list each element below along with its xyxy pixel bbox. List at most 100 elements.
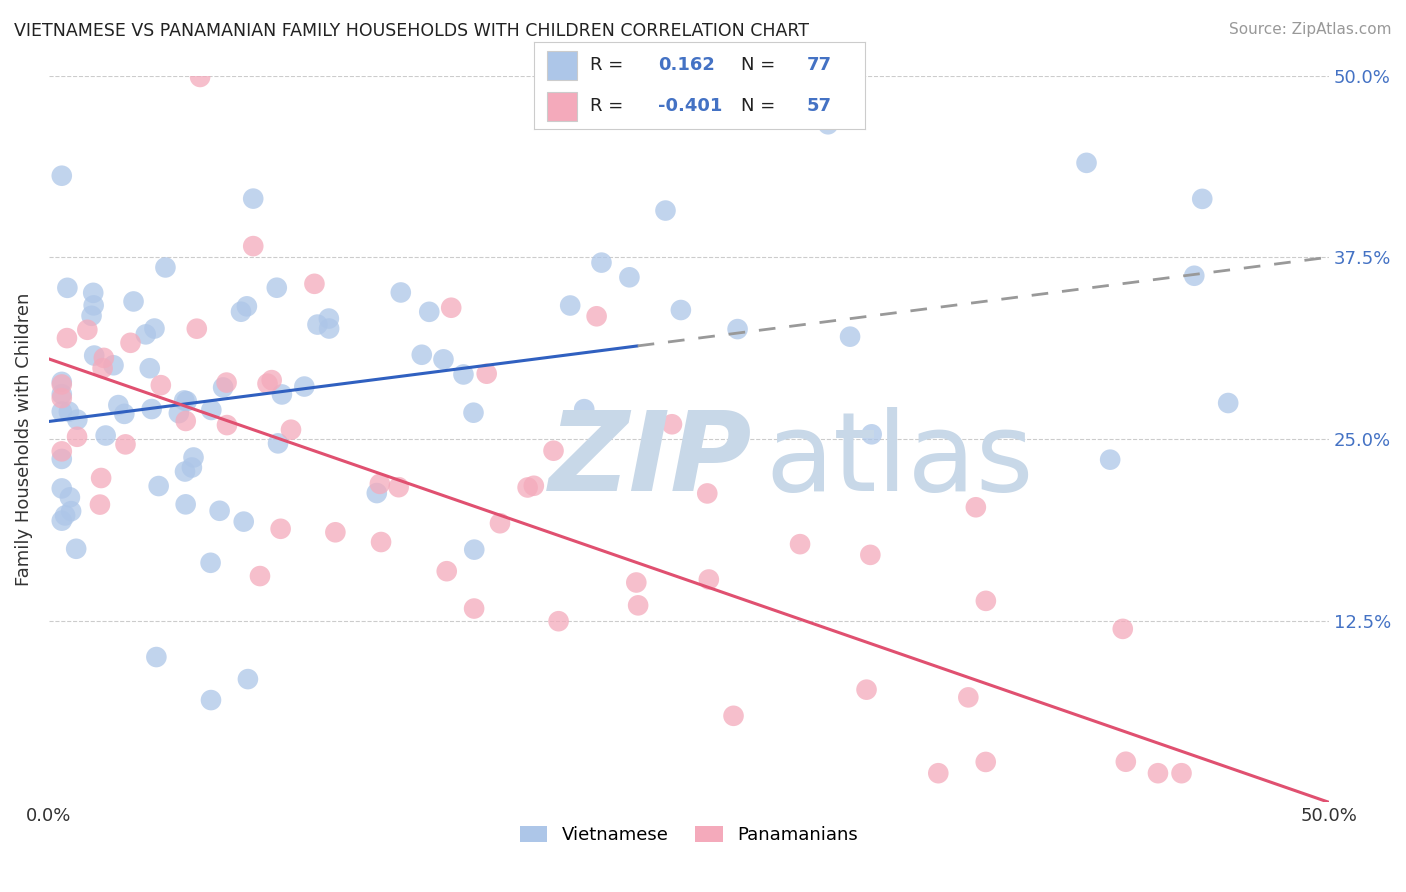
Point [120, 335, 142, 350]
Point [51, 444, 73, 458]
Point [418, 305, 440, 319]
Point [1099, 452, 1122, 467]
Point [697, 573, 720, 587]
Point [58, 405, 80, 419]
Point [370, 535, 392, 549]
Point [215, 376, 238, 390]
Text: 57: 57 [807, 97, 832, 115]
Point [368, 476, 391, 491]
Point [200, 403, 222, 417]
Point [256, 376, 278, 391]
Point [56, 331, 79, 345]
Point [83, 298, 105, 312]
Point [860, 427, 883, 442]
Point [271, 387, 294, 401]
Point [155, 260, 177, 275]
Point [51, 482, 73, 496]
Point [94, 428, 117, 442]
Point [723, 708, 745, 723]
Point [60, 504, 83, 518]
Point [1112, 622, 1135, 636]
Point [186, 321, 208, 335]
Point [51, 377, 73, 392]
Point [436, 564, 458, 578]
Point [53, 508, 76, 523]
Point [249, 569, 271, 583]
Point [51, 387, 73, 401]
Text: 0.162: 0.162 [658, 56, 716, 74]
Point [591, 255, 613, 269]
Text: R =: R = [591, 56, 630, 74]
Point [91, 361, 114, 376]
Point [122, 294, 145, 309]
Point [696, 486, 718, 500]
Point [974, 755, 997, 769]
Legend: Vietnamese, Panamanians: Vietnamese, Panamanians [520, 826, 858, 844]
Point [389, 285, 412, 300]
Point [145, 650, 167, 665]
Point [66, 430, 89, 444]
Point [432, 352, 454, 367]
Point [51, 404, 73, 418]
Point [143, 321, 166, 335]
Point [543, 443, 565, 458]
Text: atlas: atlas [766, 407, 1035, 514]
Point [135, 327, 157, 342]
Point [619, 270, 641, 285]
Point [200, 556, 222, 570]
Point [727, 322, 749, 336]
Point [65, 541, 87, 556]
Point [280, 423, 302, 437]
Point [366, 486, 388, 500]
Text: N =: N = [741, 97, 780, 115]
Point [627, 599, 650, 613]
Point [232, 515, 254, 529]
Point [208, 504, 231, 518]
Point [167, 406, 190, 420]
Point [51, 391, 73, 405]
Point [266, 281, 288, 295]
Point [475, 367, 498, 381]
Point [114, 437, 136, 451]
Point [560, 299, 582, 313]
Point [927, 766, 949, 780]
Point [292, 379, 315, 393]
Point [817, 117, 839, 131]
Point [56, 281, 79, 295]
Point [173, 393, 195, 408]
Point [174, 414, 197, 428]
Point [66, 412, 89, 426]
Point [489, 516, 512, 531]
Point [974, 594, 997, 608]
Point [661, 417, 683, 432]
Point [236, 672, 259, 686]
Point [149, 378, 172, 392]
Point [242, 192, 264, 206]
Text: R =: R = [591, 97, 630, 115]
Point [236, 299, 259, 313]
Point [523, 479, 546, 493]
Point [215, 418, 238, 433]
Point [1182, 268, 1205, 283]
Point [411, 348, 433, 362]
Y-axis label: Family Households with Children: Family Households with Children [15, 293, 32, 585]
Point [174, 465, 197, 479]
Point [318, 321, 340, 335]
Point [585, 310, 607, 324]
Point [174, 497, 197, 511]
Text: VIETNAMESE VS PANAMANIAN FAMILY HOUSEHOLDS WITH CHILDREN CORRELATION CHART: VIETNAMESE VS PANAMANIAN FAMILY HOUSEHOL… [14, 22, 808, 40]
Point [855, 682, 877, 697]
Point [304, 277, 326, 291]
Point [107, 398, 129, 412]
Point [89, 498, 111, 512]
Point [183, 450, 205, 465]
Point [1191, 192, 1213, 206]
Point [574, 402, 596, 417]
Point [51, 169, 73, 183]
Point [51, 451, 73, 466]
Point [176, 394, 198, 409]
Point [463, 406, 485, 420]
Point [626, 575, 648, 590]
Point [325, 525, 347, 540]
Point [51, 514, 73, 528]
